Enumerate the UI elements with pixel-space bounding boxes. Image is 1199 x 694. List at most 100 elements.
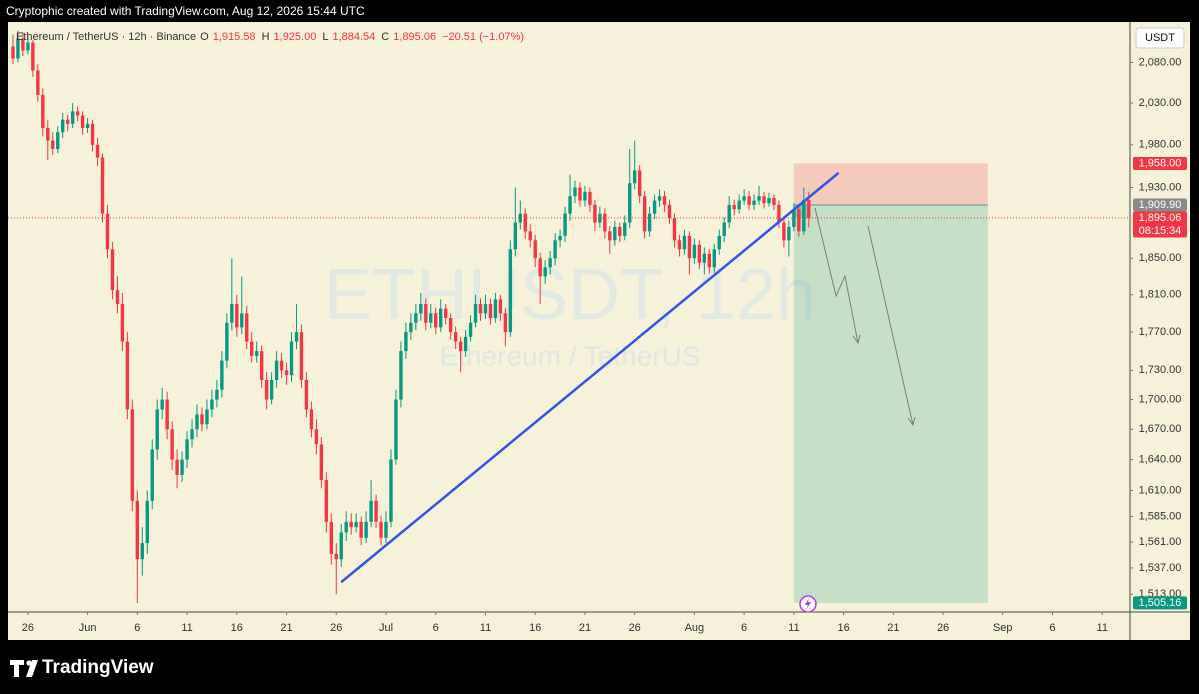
candle-body [483, 304, 488, 314]
currency-box[interactable] [1135, 27, 1185, 49]
x-tick-label: 21 [579, 622, 591, 634]
candle-body [344, 521, 348, 533]
candle-body [155, 409, 159, 450]
candle-body [642, 196, 647, 232]
y-tick-label: 1,730.00 [1139, 364, 1182, 376]
candle-body [692, 244, 697, 259]
candle-body [26, 42, 30, 51]
candle-body [384, 521, 388, 538]
candle-body [458, 341, 463, 352]
candle-body [603, 213, 607, 232]
candle-body [130, 409, 135, 501]
legend-value: 1,915.58 [212, 31, 256, 43]
watermark-subtitle: Ethereum / TetherUS [440, 340, 701, 371]
candle-body [652, 200, 657, 214]
candle-body [95, 144, 100, 158]
candle-body [453, 332, 458, 342]
price-tag [1133, 211, 1187, 238]
candle-body [225, 322, 229, 361]
price-tag-label: 1,895.06 [1139, 212, 1182, 224]
y-tick-label: 1,930.00 [1139, 181, 1182, 193]
candle-body [175, 459, 179, 475]
candle-body [264, 379, 269, 400]
arrow-head [907, 416, 916, 427]
candle-body [250, 341, 254, 356]
x-tick-label: Aug [685, 622, 705, 634]
candle-body [36, 70, 40, 95]
price-tag [1133, 198, 1187, 212]
candle-body [528, 231, 532, 241]
candle-body [737, 200, 741, 210]
alert-icon[interactable] [799, 595, 817, 613]
candle-body [672, 218, 677, 241]
candle-body [697, 244, 702, 263]
candle-body [389, 459, 393, 522]
candle-body [254, 351, 259, 356]
candle-body [448, 318, 453, 333]
candle-body [429, 313, 433, 323]
legend-change: −20.51 (−1.07%) [442, 31, 525, 43]
candle-body [767, 197, 771, 204]
y-tick-label: 1,770.00 [1139, 326, 1182, 338]
y-tick-label: 1,640.00 [1139, 453, 1182, 465]
candle-body [369, 500, 373, 522]
currency[interactable]: USDT [1145, 32, 1175, 44]
x-tick-label: Jun [79, 622, 97, 634]
candle-body [493, 299, 498, 319]
candle-body [354, 521, 358, 528]
candle-body [757, 196, 761, 201]
x-tick-label: Sep [993, 622, 1013, 634]
candle-body [727, 204, 731, 223]
candle-body [150, 449, 154, 501]
y-tick-label: 2,030.00 [1139, 97, 1182, 109]
candle-body [662, 196, 667, 205]
candle-body [777, 204, 781, 223]
candle-body [508, 249, 513, 333]
trendline [340, 171, 840, 584]
candle-body [364, 521, 368, 538]
x-tick-label: 16 [529, 622, 541, 634]
candle-body [80, 115, 85, 129]
candle-body [319, 444, 324, 481]
candle-body [359, 521, 363, 538]
candle-body [61, 119, 65, 133]
y-tick-label: 1,670.00 [1139, 423, 1182, 435]
x-tick-label: 11 [788, 622, 799, 634]
candle-body [463, 336, 468, 352]
candle-body [70, 111, 75, 124]
x-tick-label: 11 [1097, 622, 1108, 634]
candle-body [314, 429, 319, 445]
candle-body [145, 500, 149, 544]
x-tick-label: 26 [629, 622, 641, 634]
candle-body [667, 204, 672, 219]
projection-path [814, 207, 859, 344]
projection-arrows [814, 207, 916, 427]
candle-body [205, 409, 209, 425]
y-tick-label: 1,980.00 [1139, 139, 1182, 151]
candle-body [180, 459, 184, 475]
candle-body [324, 480, 329, 522]
candle-body [687, 235, 692, 259]
candle-body [563, 213, 567, 236]
candle-body [647, 213, 652, 232]
candle-body [235, 304, 239, 328]
x-tick-label: 11 [181, 622, 192, 634]
candle-body [379, 521, 383, 538]
candle-body [220, 360, 224, 390]
x-tick-label: 6 [134, 622, 140, 634]
y-tick-label: 1,585.00 [1139, 510, 1182, 522]
candle-body [170, 429, 174, 460]
y-tick-label: 2,080.00 [1139, 56, 1182, 68]
x-tick-label: 16 [231, 622, 243, 634]
candle-body [752, 200, 756, 205]
candle-body [16, 38, 20, 59]
candle-body [578, 187, 582, 201]
candle-body [478, 304, 483, 314]
candle-body [115, 290, 120, 305]
price-tag-label: 1,505.16 [1139, 597, 1182, 609]
watermark: ETHUSDT, 12h [324, 255, 816, 335]
candle-body [200, 414, 204, 425]
candle-body [682, 235, 687, 250]
candle-body [797, 209, 801, 232]
